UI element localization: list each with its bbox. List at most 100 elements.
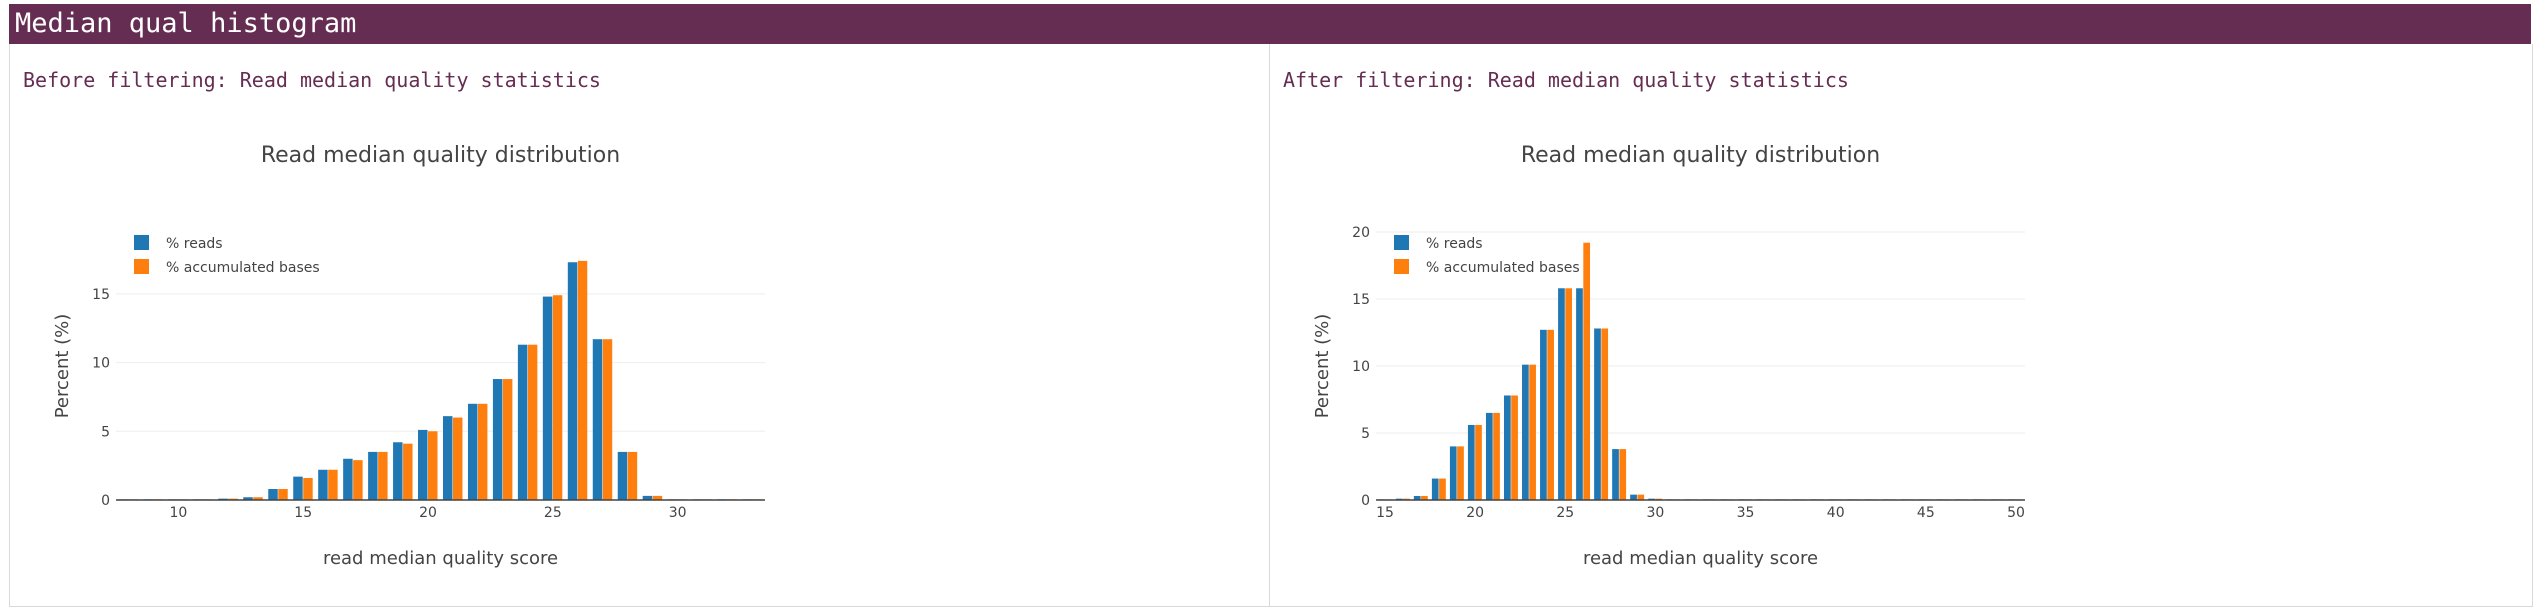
bar	[1540, 329, 1547, 500]
bar	[1576, 288, 1583, 500]
bar	[303, 478, 313, 500]
bar	[1565, 288, 1572, 500]
bar	[378, 451, 388, 500]
y-axis-label: Percent (%)	[1312, 314, 1333, 419]
bar	[592, 339, 603, 500]
bar	[577, 260, 588, 500]
x-tick-label: 35	[1737, 505, 1755, 521]
x-tick-label: 25	[544, 505, 562, 521]
bar	[1529, 364, 1536, 500]
y-tick-label: 15	[92, 287, 110, 303]
bar	[1594, 328, 1601, 500]
bar	[253, 497, 263, 500]
bar	[517, 344, 528, 500]
bar	[1457, 446, 1464, 500]
chart-after-filtering: Read median quality distribution 0 5 10 15 20…	[1312, 143, 2025, 569]
legend-label: % accumulated bases	[1426, 260, 1580, 276]
x-tick-label: 25	[1556, 505, 1574, 521]
bar	[567, 262, 578, 500]
x-tick-label: 15	[294, 505, 312, 521]
y-tick-label: 5	[1361, 426, 1370, 442]
bar	[1583, 242, 1591, 500]
x-tick-label: 15	[1376, 505, 1394, 521]
x-tick-label: 45	[1917, 505, 1935, 521]
legend-swatch	[134, 235, 149, 250]
x-tick-label: 20	[1466, 505, 1484, 521]
bar	[542, 296, 553, 500]
legend-swatch	[1394, 235, 1409, 250]
bar	[318, 469, 328, 500]
bar	[552, 295, 563, 500]
y-axis-label: Percent (%)	[52, 314, 73, 419]
bar	[527, 344, 538, 500]
bar	[1612, 449, 1619, 500]
x-axis-label: read median quality score	[323, 548, 558, 569]
y-tick-label: 5	[101, 424, 110, 440]
bar	[1547, 329, 1554, 500]
bar	[502, 379, 513, 500]
bar	[243, 497, 253, 500]
legend-label: % reads	[1426, 236, 1483, 252]
bar	[477, 403, 488, 500]
bar	[1493, 412, 1500, 500]
bar	[443, 416, 453, 500]
bar	[268, 489, 278, 500]
section-header: Median qual histogram	[9, 4, 2531, 44]
panel-title-after: After filtering: Read median quality sta…	[1283, 68, 1849, 92]
section-title: Median qual histogram	[15, 8, 357, 39]
bar	[403, 443, 413, 500]
bar	[343, 458, 353, 500]
y-tick-label: 20	[1352, 225, 1370, 241]
bar	[452, 417, 463, 500]
bar	[1630, 494, 1637, 500]
x-tick-label: 20	[419, 505, 437, 521]
bar	[1467, 424, 1475, 500]
chart-before-filtering: Read median quality distribution 0 5 10 15 10…	[52, 143, 765, 569]
bar	[1439, 478, 1446, 500]
bar	[617, 451, 628, 500]
bar	[602, 339, 613, 500]
bar	[642, 495, 653, 500]
bar	[393, 442, 403, 500]
bar	[1619, 449, 1627, 500]
bar	[1431, 478, 1439, 500]
bar	[1601, 328, 1609, 500]
bar	[328, 469, 338, 500]
panel-after-filtering: After filtering: Read median quality sta…	[1269, 44, 2533, 607]
y-tick-label: 15	[1352, 292, 1370, 308]
bar	[1504, 395, 1511, 500]
legend-swatch	[134, 259, 149, 274]
panel-before-filtering: Before filtering: Read median quality st…	[9, 44, 1270, 607]
x-tick-label: 50	[2007, 505, 2025, 521]
bar	[1637, 494, 1645, 500]
bar	[652, 495, 663, 500]
x-axis-label: read median quality score	[1583, 548, 1818, 569]
chart-title: Read median quality distribution	[1521, 143, 1880, 168]
bar	[1475, 424, 1482, 500]
y-tick-label: 0	[1361, 493, 1370, 509]
x-tick-label: 40	[1827, 505, 1845, 521]
y-tick-label: 0	[101, 493, 110, 509]
bar	[1449, 446, 1457, 500]
x-tick-label: 10	[169, 505, 187, 521]
legend-label: % accumulated bases	[166, 260, 320, 276]
bar	[492, 379, 503, 500]
bar	[1511, 395, 1518, 500]
bar	[1558, 288, 1565, 500]
bar	[418, 429, 428, 500]
bar	[293, 476, 303, 500]
bar	[1522, 364, 1529, 500]
bar	[278, 489, 288, 500]
bar	[467, 403, 478, 500]
bar	[627, 451, 638, 500]
chart-title: Read median quality distribution	[261, 143, 620, 168]
y-tick-label: 10	[92, 356, 110, 372]
bar	[353, 460, 363, 500]
bar	[1485, 412, 1493, 500]
legend-label: % reads	[166, 236, 223, 252]
bar	[368, 451, 378, 500]
bar	[1413, 495, 1421, 500]
bar	[1421, 495, 1428, 500]
y-tick-label: 10	[1352, 359, 1370, 375]
x-tick-label: 30	[1647, 505, 1665, 521]
